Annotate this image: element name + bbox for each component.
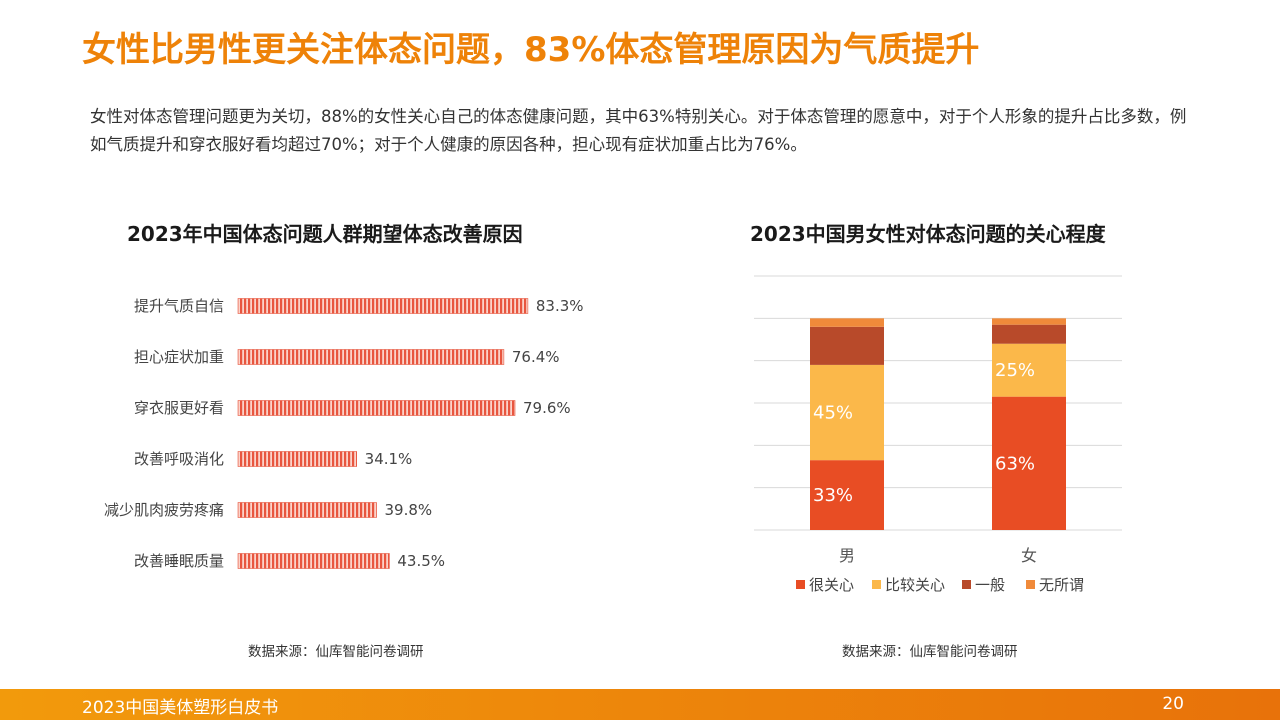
data-label: 63% — [995, 453, 1035, 474]
x-tick-label: 女 — [1021, 546, 1037, 565]
stack-segment — [810, 326, 884, 365]
category-label: 改善睡眠质量 — [134, 552, 224, 570]
stack-segment — [992, 318, 1066, 325]
footer-bar: 2023中国美体塑形白皮书 20 — [0, 689, 1280, 720]
stack-segment — [992, 324, 1066, 344]
page-title: 女性比男性更关注体态问题，83%体态管理原因为气质提升 — [82, 30, 980, 70]
bar — [237, 451, 357, 467]
data-label: 39.8% — [385, 501, 433, 519]
data-label: 76.4% — [512, 348, 560, 366]
legend-swatch — [1026, 580, 1035, 589]
page-description: 女性对体态管理问题更为关切，88%的女性关心自己的体态健康问题，其中63%特别关… — [90, 107, 1187, 154]
legend-label: 无所谓 — [1039, 576, 1084, 594]
source-note-left: 数据来源：仙库智能问卷调研 — [248, 644, 424, 660]
data-label: 79.6% — [523, 399, 571, 417]
legend-swatch — [962, 580, 971, 589]
data-label: 25% — [995, 360, 1035, 381]
source-note-right: 数据来源：仙库智能问卷调研 — [842, 644, 1018, 660]
stack-segment — [992, 396, 1066, 530]
data-label: 83.3% — [536, 297, 584, 315]
bar-chart-title: 2023年中国体态问题人群期望体态改善原因 — [127, 222, 523, 246]
legend-label: 比较关心 — [885, 576, 945, 594]
bar — [237, 502, 377, 518]
page-number: 20 — [1162, 694, 1184, 714]
data-label: 33% — [813, 485, 853, 506]
footer-report-title: 2023中国美体塑形白皮书 — [82, 698, 279, 718]
data-label: 43.5% — [397, 552, 445, 570]
category-label: 减少肌肉疲劳疼痛 — [104, 501, 224, 519]
bar — [237, 400, 516, 416]
data-label: 45% — [813, 403, 853, 424]
stack-segment — [810, 318, 884, 327]
legend-swatch — [872, 580, 881, 589]
category-label: 改善呼吸消化 — [134, 450, 224, 468]
legend-label: 很关心 — [809, 576, 854, 594]
category-label: 穿衣服更好看 — [134, 399, 224, 417]
legend-label: 一般 — [975, 576, 1005, 594]
data-label: 34.1% — [365, 450, 413, 468]
stacked-chart-title: 2023中国男女性对体态问题的关心程度 — [750, 222, 1106, 246]
category-label: 提升气质自信 — [134, 297, 224, 315]
stack-segment — [810, 460, 884, 530]
x-tick-label: 男 — [839, 546, 855, 565]
bar — [237, 349, 505, 365]
reasons-bar-chart: 提升气质自信 83.3% 担心症状加重 76.4% 穿衣服更好看 79.6% 改善呼吸消化 3… — [104, 297, 584, 570]
bar — [237, 553, 390, 569]
category-label: 担心症状加重 — [134, 348, 224, 366]
stack-segment — [810, 364, 884, 461]
stack-segment — [992, 343, 1066, 397]
legend-swatch — [796, 580, 805, 589]
bar — [237, 298, 529, 314]
